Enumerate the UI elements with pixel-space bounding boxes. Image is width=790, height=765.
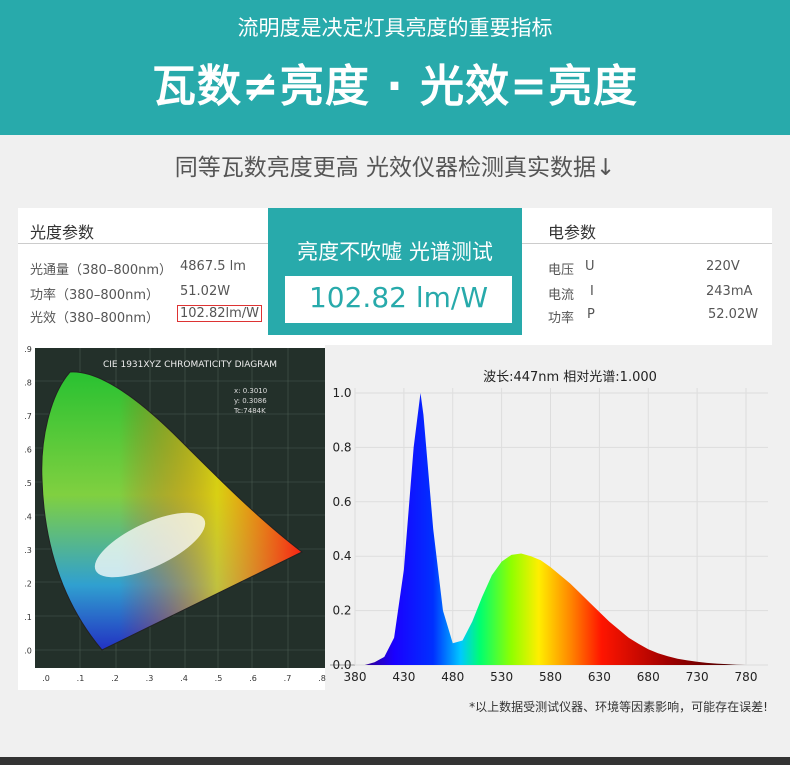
y-tick-label: 0.6	[332, 495, 351, 509]
y-tick-label: 0.0	[332, 658, 351, 672]
cie-y-label: .8	[24, 379, 32, 388]
cie-x-label: .3	[146, 674, 154, 683]
cie-x-label: .0	[42, 674, 50, 683]
cie-y-label: .6	[24, 446, 32, 455]
x-tick-label: 730	[686, 670, 709, 684]
header-band	[0, 0, 790, 135]
cell: 243mA	[706, 284, 753, 299]
cell: 功率（380–800nm）	[30, 288, 160, 303]
header-subtitle: 流明度是决定灯具亮度的重要指标	[237, 16, 553, 40]
cie-y-label: .5	[24, 479, 32, 488]
cie-y-label: .1	[24, 613, 32, 622]
x-tick-label: 630	[588, 670, 611, 684]
cie-y-label: .9	[24, 345, 32, 354]
header-title: 瓦数≠亮度 · 光效=亮度	[151, 61, 639, 112]
cie-y-label: .3	[24, 546, 32, 555]
cie-info: Tc:7484K	[233, 407, 266, 415]
table-title: 电参数	[548, 223, 597, 242]
cell: P	[587, 307, 595, 322]
cie-y-label: .4	[24, 513, 32, 522]
cell: 220V	[706, 259, 740, 274]
y-tick-label: 0.4	[332, 549, 351, 563]
cie-title: CIE 1931XYZ CHROMATICITY DIAGRAM	[103, 360, 277, 370]
y-tick-label: 1.0	[332, 386, 351, 400]
x-tick-label: 380	[344, 670, 367, 684]
cell: I	[590, 284, 594, 299]
intro: 同等瓦数亮度更高 光效仪器检测真实数据↓	[174, 155, 616, 181]
cie-y-label: .7	[24, 412, 32, 421]
cie-x-label: .4	[180, 674, 188, 683]
cie-x-label: .6	[249, 674, 257, 683]
cie-x-label: .8	[318, 674, 326, 683]
cie-y-label: .2	[24, 580, 32, 589]
cell: 52.02W	[708, 307, 759, 322]
cell: 4867.5 lm	[180, 259, 246, 274]
cell: 51.02W	[180, 284, 231, 299]
chart-title: 波长:447nm 相对光谱:1.000	[483, 370, 657, 385]
cie-y-label: .0	[24, 647, 32, 656]
cell: 功率	[548, 311, 575, 326]
footnote: *以上数据受测试仪器、环境等因素影响，可能存在误差!	[469, 700, 768, 714]
cie-info: x: 0.3010	[234, 387, 267, 395]
x-tick-label: 580	[539, 670, 562, 684]
x-tick-label: 430	[392, 670, 415, 684]
cell: U	[585, 259, 595, 274]
cell: 电流	[548, 288, 575, 303]
highlight-inner	[285, 276, 512, 323]
cell: 102.82lm/W	[177, 305, 262, 322]
highlight-value: 102.82 lm/W	[308, 281, 489, 314]
bottom-bar	[0, 757, 790, 765]
cie-x-label: .7	[284, 674, 292, 683]
cell: 电压	[548, 263, 575, 278]
x-tick-label: 530	[490, 670, 513, 684]
highlight-title: 亮度不吹嘘 光谱测试	[297, 240, 493, 264]
cie-x-label: .2	[111, 674, 119, 683]
table-title: 光度参数	[30, 223, 95, 242]
y-tick-label: 0.8	[332, 440, 351, 454]
x-tick-label: 680	[637, 670, 660, 684]
cie-outline	[41, 371, 303, 651]
x-tick-label: 780	[735, 670, 758, 684]
cie-x-label: .1	[77, 674, 85, 683]
y-tick-label: 0.2	[332, 604, 351, 618]
cell: 光通量（380–800nm）	[30, 263, 173, 278]
spectrum-area	[355, 393, 746, 665]
cie-x-label: .5	[215, 674, 223, 683]
cie-info: y: 0.3086	[234, 397, 267, 405]
cell: 光效（380–800nm）	[30, 311, 160, 326]
x-tick-label: 480	[441, 670, 464, 684]
